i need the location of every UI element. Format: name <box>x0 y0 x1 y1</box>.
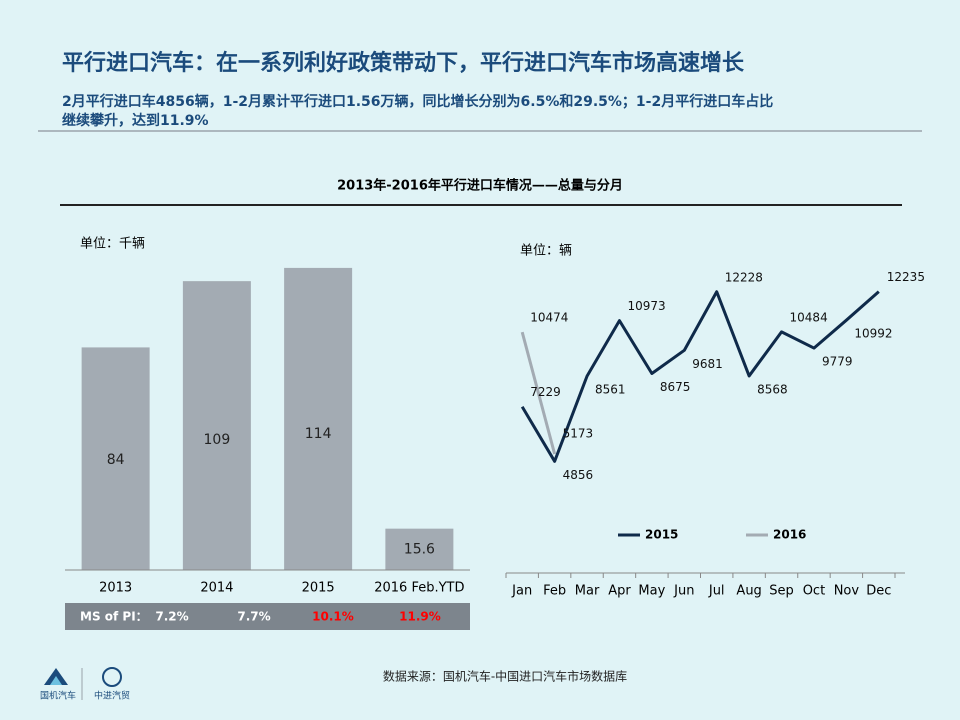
x-tick-label: 2015 <box>302 581 335 596</box>
value-label: 9681 <box>692 357 723 371</box>
unit-label: 单位：辆 <box>520 244 572 259</box>
bar <box>81 347 150 570</box>
logo-text: 国机汽车 <box>40 690 76 702</box>
legend-label: 2015 <box>645 528 678 542</box>
x-tick-label: Mar <box>575 584 600 599</box>
x-tick-label: Apr <box>608 584 631 599</box>
ms-value: 7.2% <box>155 610 188 624</box>
unit-label: 单位：千辆 <box>80 237 145 252</box>
x-tick-label: Aug <box>736 584 761 599</box>
x-tick-label: Feb <box>543 584 566 599</box>
bar <box>284 267 353 570</box>
value-label: 10474 <box>530 311 568 325</box>
value-label: 8561 <box>595 383 626 397</box>
ms-value: 10.1% <box>312 610 354 624</box>
x-tick-label: 2014 <box>200 581 233 596</box>
section-title: 2013年-2016年平行进口车情况——总量与分月 <box>337 178 623 194</box>
logo-text: 中进汽贸 <box>94 690 130 702</box>
value-label: 8568 <box>757 382 788 396</box>
ms-value: 11.9% <box>399 610 441 624</box>
value-label: 12235 <box>887 270 925 284</box>
line-series <box>520 331 557 455</box>
logo: 国机汽车 中进汽贸 <box>40 667 130 702</box>
legend-label: 2016 <box>773 528 806 542</box>
x-tick-label: Jun <box>673 584 694 599</box>
x-tick-label: Oct <box>803 584 825 599</box>
x-tick-label: Nov <box>834 584 860 599</box>
value-label: 10992 <box>854 327 892 341</box>
subtitle: 2月平行进口车4856辆，1-2月累计平行进口1.56万辆，同比增长分别为6.5… <box>62 93 773 110</box>
ms-strip <box>65 603 470 630</box>
ms-value: 7.7% <box>237 610 270 624</box>
ms-label: MS of PI： <box>80 610 148 624</box>
bar <box>385 528 454 570</box>
value-label: 8675 <box>660 380 691 394</box>
line-series <box>520 290 880 463</box>
value-label: 84 <box>107 452 125 468</box>
value-label: 10484 <box>790 310 828 324</box>
x-tick-label: 2013 <box>99 581 132 596</box>
value-label: 7229 <box>530 385 561 399</box>
value-label: 12228 <box>725 270 763 284</box>
x-tick-label: Dec <box>866 584 891 599</box>
x-tick-label: Jan <box>511 584 532 599</box>
x-tick-label: Jul <box>708 584 725 599</box>
value-label: 109 <box>204 432 231 448</box>
value-label: 10973 <box>627 299 665 313</box>
value-label: 5173 <box>563 427 594 441</box>
slide-title: 平行进口汽车：在一系列利好政策带动下，平行进口汽车市场高速增长 <box>62 50 745 76</box>
value-label: 4856 <box>563 468 594 482</box>
x-tick-label: 2016 Feb.YTD <box>374 581 464 596</box>
x-tick-label: May <box>638 584 665 599</box>
x-tick-label: Sep <box>769 584 794 599</box>
value-label: 114 <box>305 426 332 442</box>
subtitle: 继续攀升，达到11.9% <box>62 112 209 129</box>
value-label: 15.6 <box>404 541 435 557</box>
source: 数据来源：国机汽车-中国进口汽车市场数据库 <box>383 669 627 684</box>
value-label: 9779 <box>822 355 853 369</box>
bar <box>182 281 251 570</box>
